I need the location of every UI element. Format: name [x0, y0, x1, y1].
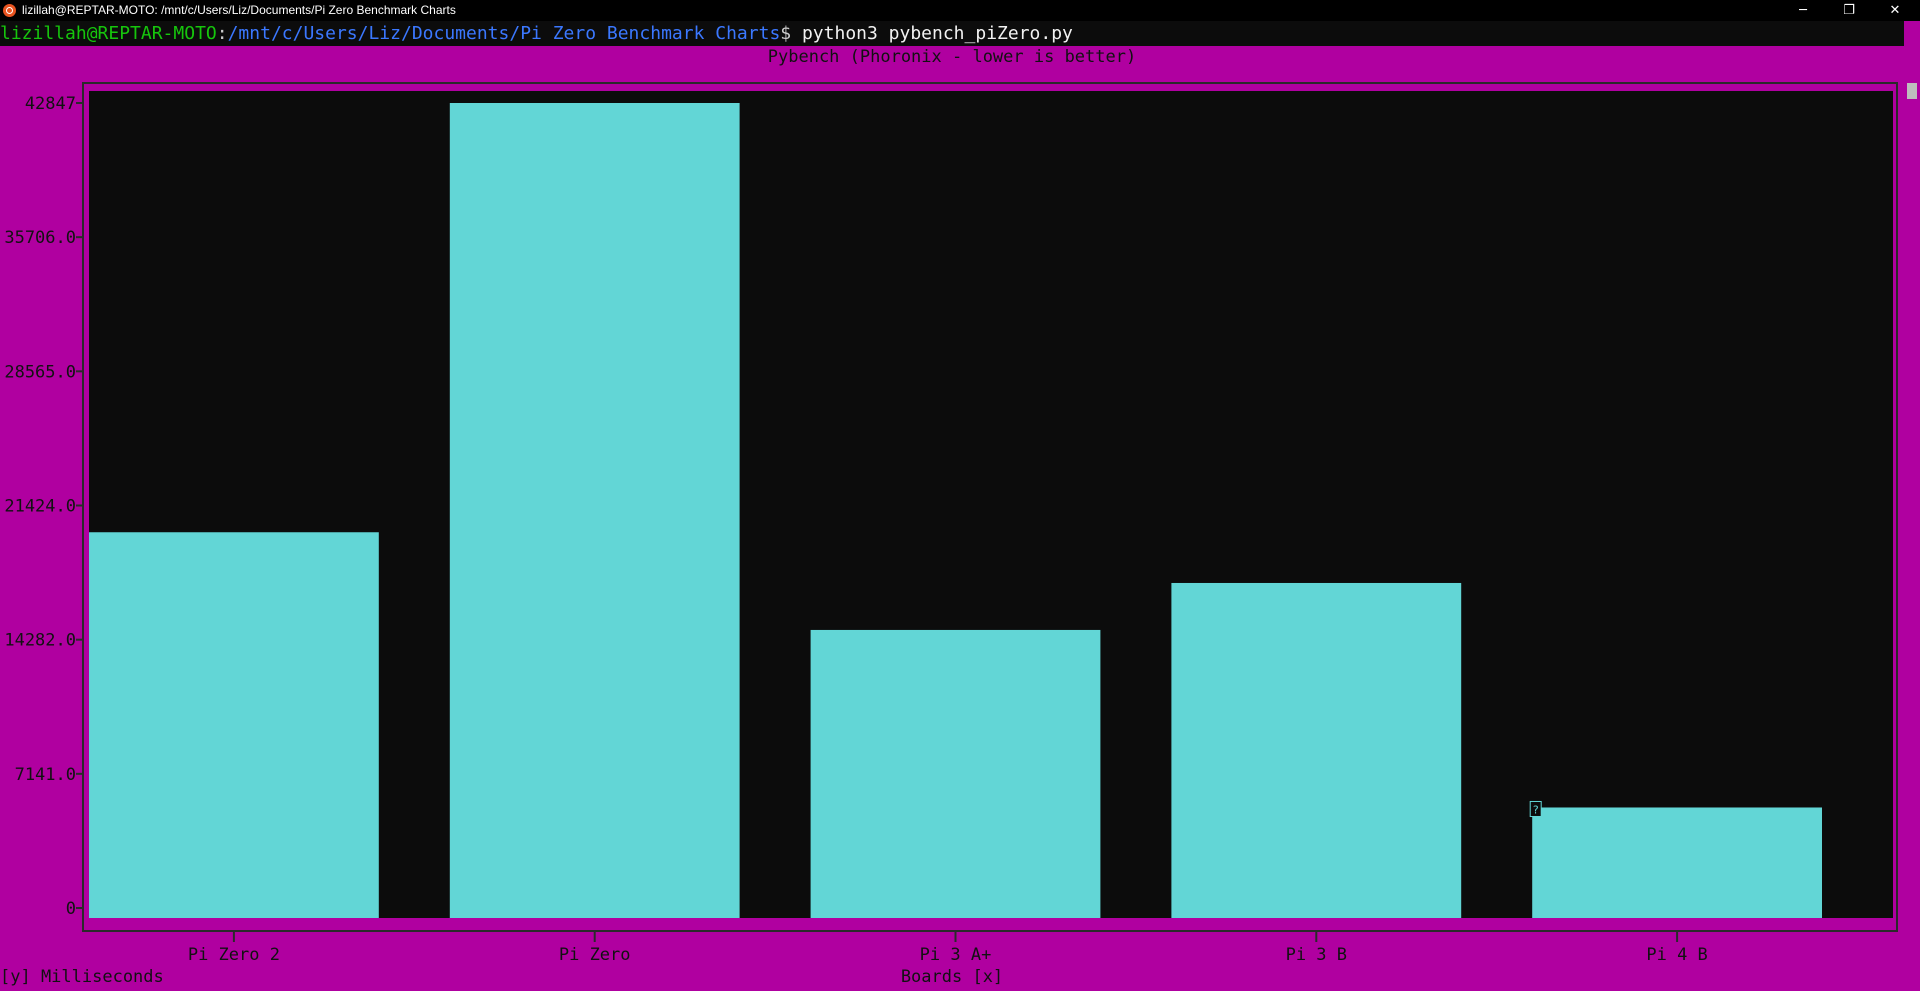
y-tick-label-2: 14282.0 — [4, 631, 76, 651]
bar-4 — [1532, 807, 1822, 918]
cursor-icon — [1529, 800, 1542, 817]
bar-1 — [449, 103, 740, 918]
scrollbar[interactable] — [1904, 21, 1920, 991]
y-tick-label-6: 42847 — [25, 94, 76, 114]
x-tick-label-4: Pi 4 B — [1646, 945, 1707, 965]
bar-3 — [1171, 582, 1462, 918]
minimize-button[interactable]: ─ — [1799, 3, 1807, 18]
bar-0 — [89, 532, 379, 918]
y-axis-label: [y] Milliseconds — [0, 967, 164, 987]
y-tick-label-3: 21424.0 — [4, 496, 76, 516]
ubuntu-icon — [3, 4, 16, 17]
x-axis-label: Boards [x] — [900, 967, 1004, 987]
title-bar: lizillah@REPTAR-MOTO: /mnt/c/Users/Liz/D… — [0, 0, 1920, 21]
bar-2 — [810, 629, 1101, 918]
x-tick-label-0: Pi Zero 2 — [188, 945, 280, 965]
window-title: lizillah@REPTAR-MOTO: /mnt/c/Users/Liz/D… — [22, 3, 456, 17]
prompt-colon: : — [216, 23, 228, 44]
restore-button[interactable]: ❐ — [1843, 3, 1855, 18]
prompt-command: python3 pybench_piZero.py — [801, 23, 1073, 44]
y-tick-label-4: 28565.0 — [4, 362, 76, 382]
x-tick-label-2: Pi 3 A+ — [920, 945, 992, 965]
chart-frame — [82, 82, 1898, 932]
y-tick-label-5: 35706.0 — [4, 228, 76, 248]
y-tick-label-0: 0 — [66, 899, 76, 919]
scrollbar-thumb[interactable] — [1907, 83, 1917, 99]
close-button[interactable]: ✕ — [1889, 3, 1901, 18]
prompt-line: lizillah@REPTAR-MOTO:/mnt/c/Users/Liz/Do… — [0, 21, 1904, 46]
prompt-user-host: lizillah@REPTAR-MOTO — [0, 23, 217, 44]
prompt-symbol: $ — [780, 23, 802, 44]
x-tick-label-1: Pi Zero — [559, 945, 631, 965]
cursor-glyph: ? — [1532, 803, 1539, 816]
prompt-path: /mnt/c/Users/Liz/Documents/Pi Zero Bench… — [227, 23, 781, 44]
y-tick-label-1: 7141.0 — [15, 765, 76, 785]
x-tick-label-3: Pi 3 B — [1286, 945, 1347, 965]
chart-title: Pybench (Phoronix - lower is better) — [767, 47, 1137, 67]
